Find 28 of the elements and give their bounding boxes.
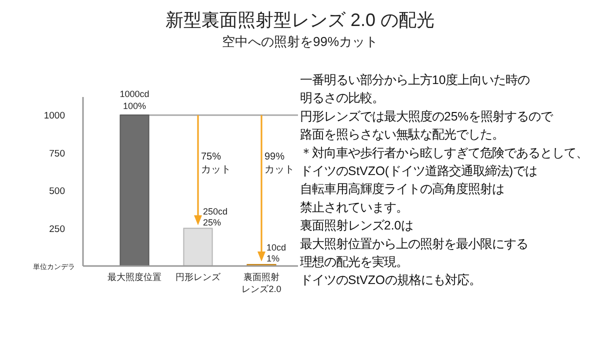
text: 裏面照射レンズ2.0は bbox=[300, 218, 414, 233]
text: 自転車用高輝度ライトの高角度照射は bbox=[300, 182, 504, 196]
bar bbox=[183, 228, 213, 266]
y-tick-label: 750 bbox=[49, 148, 65, 160]
y-tick-label: 500 bbox=[49, 186, 65, 198]
text: 禁止されています。 bbox=[300, 200, 408, 214]
x-tick-label: 裏面照射レンズ2.0 bbox=[242, 272, 282, 294]
data-label: 10cd 1% bbox=[266, 242, 286, 264]
text: 最大照射位置から上の照射を最小限にする bbox=[300, 236, 528, 251]
text: 理想の配光を実現。 bbox=[300, 255, 408, 269]
text: 明るさの比較。 bbox=[300, 91, 384, 106]
bar bbox=[120, 114, 150, 266]
text: 一番明るい部分から上方10度上向いた時の bbox=[300, 73, 530, 87]
chart-title: 新型裏面照射型レンズ 2.0 の配光 bbox=[165, 10, 435, 30]
text: 円形レンズでは最大照度の25%を照射するので bbox=[300, 109, 554, 124]
y-tick-label: 250 bbox=[49, 224, 65, 235]
annotation: 75% カット bbox=[201, 152, 231, 176]
text: ドイツのStVZO(ドイツ道路交通取締法)では bbox=[300, 164, 538, 178]
x-tick-label: 円形レンズ bbox=[176, 272, 222, 282]
text: ドイツのStVZOの規格にも対応。 bbox=[300, 273, 481, 288]
chart-subtitle: 空中への照射を99%カット bbox=[222, 34, 378, 49]
x-tick-label: 最大照度位置 bbox=[108, 272, 162, 282]
annotation: 99% カット bbox=[264, 152, 294, 176]
text: 路面を照らさない無駄な配光でした。 bbox=[300, 128, 504, 142]
text: ＊対向車や歩行者から眩しすぎて危険であるとして、 bbox=[300, 146, 588, 160]
data-label: 1000cd 100% bbox=[120, 89, 150, 112]
data-label: 250cd 25% bbox=[203, 206, 228, 228]
y-tick-label: 1000 bbox=[44, 110, 65, 122]
